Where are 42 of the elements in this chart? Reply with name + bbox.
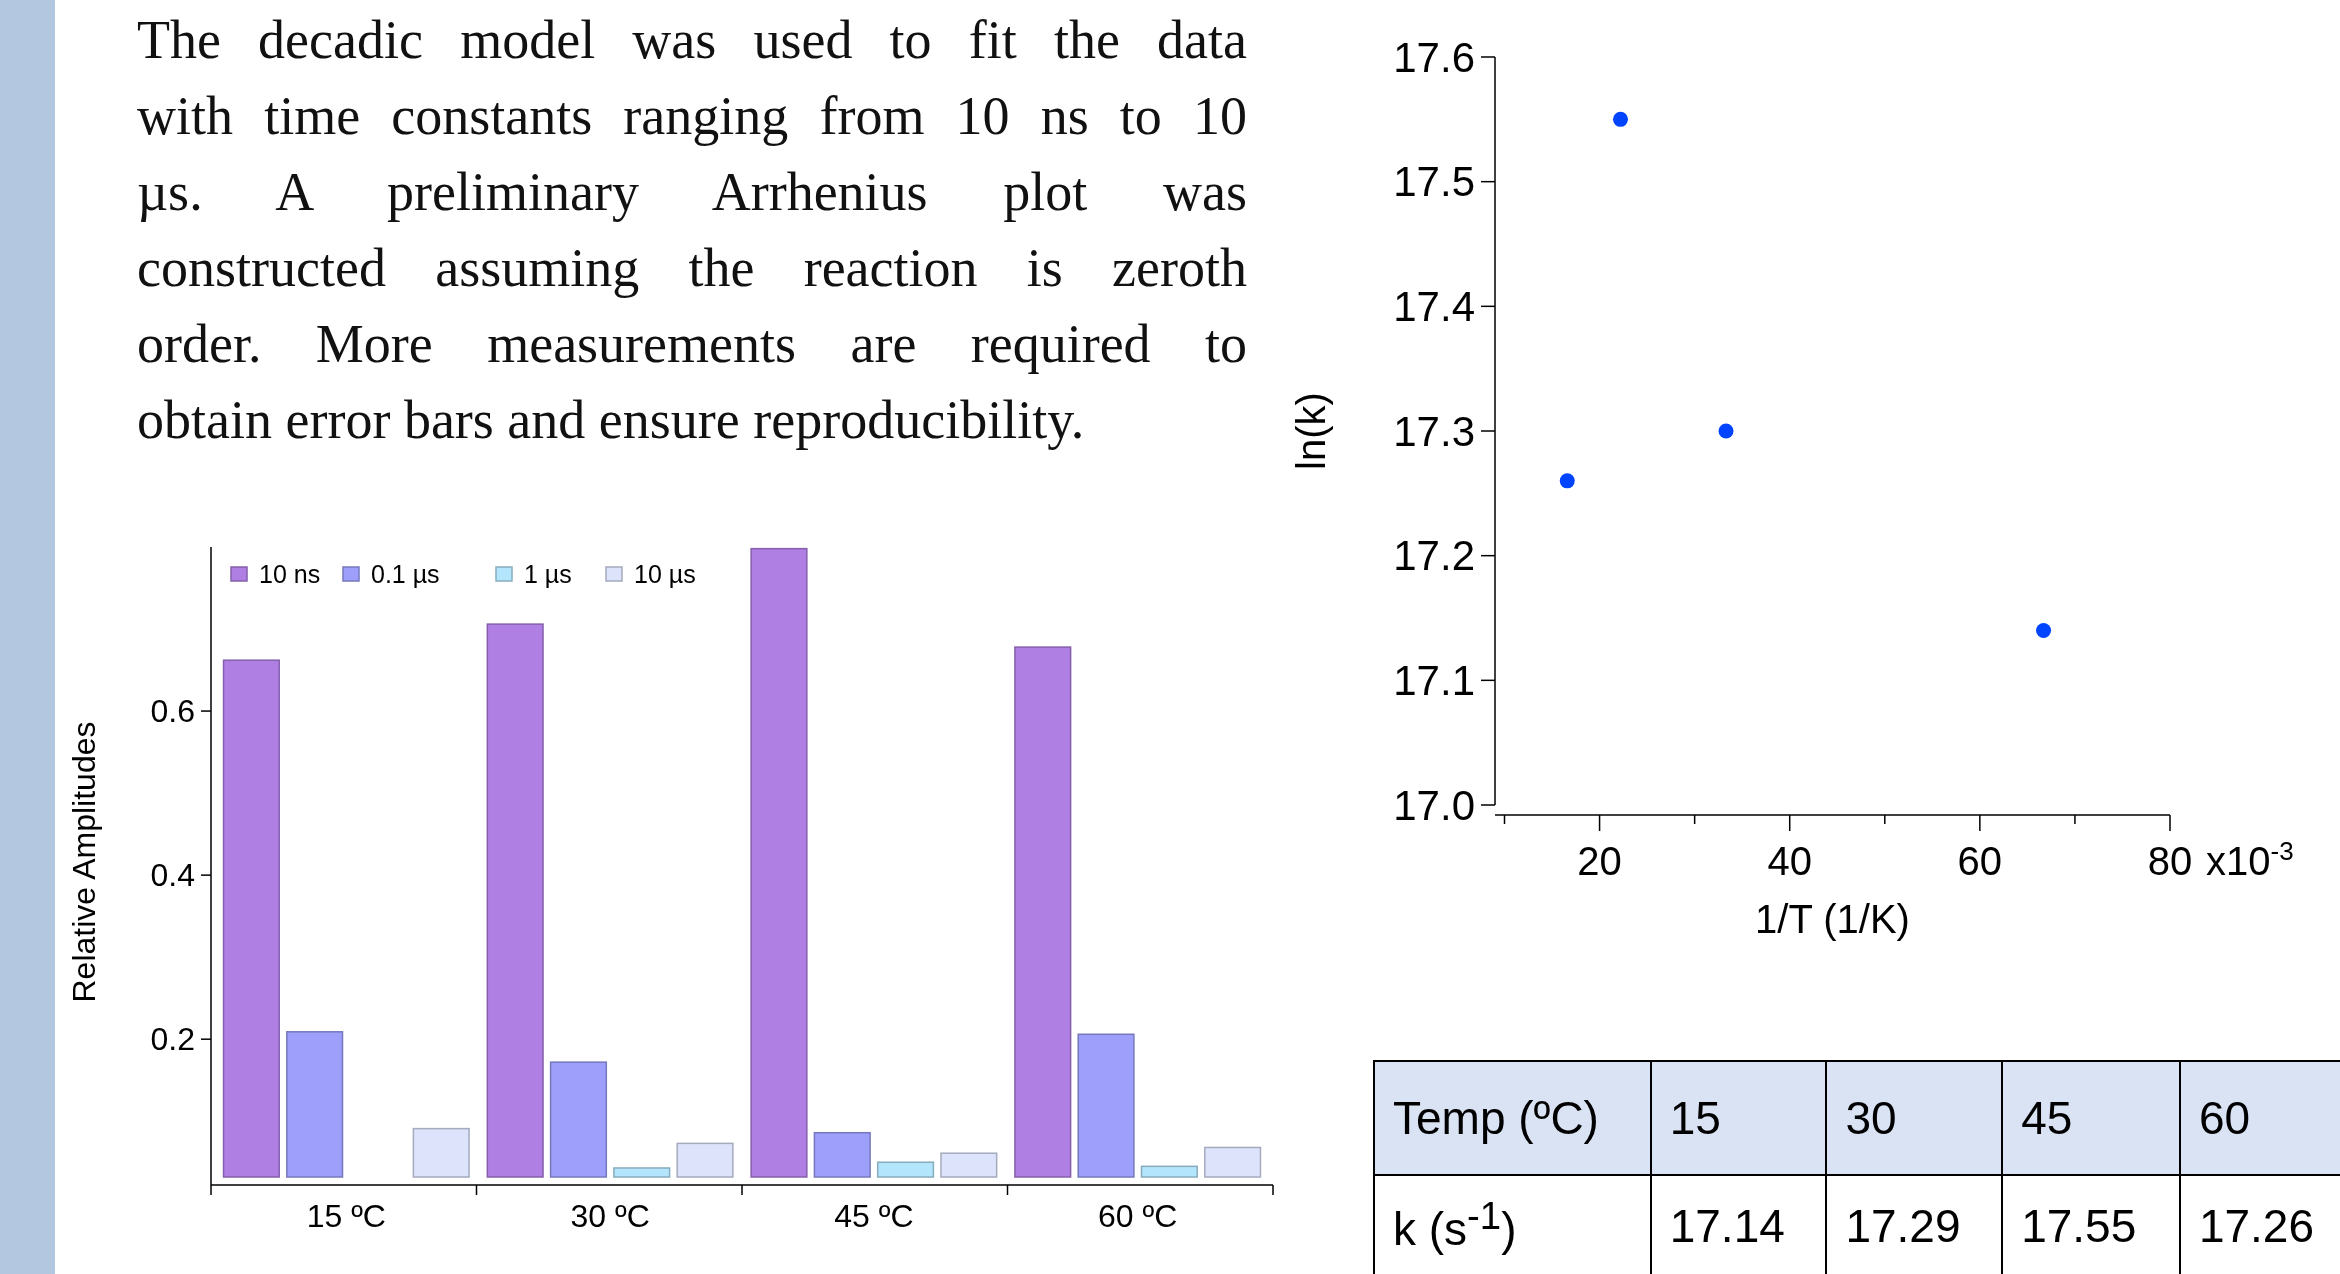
data-label: 17.55: [2002, 1175, 2180, 1274]
y-tick-label: 17.1: [1393, 657, 1475, 705]
y-tick-label: 17.6: [1393, 33, 1475, 81]
y-tick-label: 0.2: [150, 1021, 195, 1058]
text: obtain error bars and ensure reproducibility.: [137, 389, 1086, 452]
x-tick-label: 30: [1826, 1061, 2003, 1175]
text: µs. A preliminary Arrhenius plot was: [137, 161, 1247, 224]
text: order. More measurements are required to: [137, 313, 1247, 376]
x-tick-label: 60 ºC: [1098, 1198, 1178, 1234]
y-tick-label: 17.0: [1393, 781, 1475, 829]
legend-label: 0.1 µs: [371, 559, 440, 588]
text: with time constants ranging from 10 ns to 10: [137, 85, 1247, 148]
data-label: 17.26: [2179, 1175, 2340, 1274]
legend-label: 10 ns: [259, 559, 321, 588]
legend-label: 1 µs: [524, 559, 572, 588]
data-label: 17.29: [1826, 1175, 2003, 1274]
x-tick-label: 45: [2002, 1061, 2180, 1175]
x-tick-label: 40: [1767, 839, 1812, 883]
x-axis-title: 1/T (1/K): [1755, 897, 1910, 941]
legend-label: 10 µs: [634, 559, 696, 588]
y-tick-label: 0.4: [150, 857, 195, 894]
y-axis-title: Relative Amplitudes: [66, 721, 102, 1003]
x-tick-label: 60: [1957, 839, 2003, 883]
x-tick-label: 20: [1577, 839, 1622, 883]
text: x10$^{-3}$: [2206, 836, 2294, 883]
y-tick-label: 17.4: [1393, 283, 1475, 331]
x-tick-label: 30 ºC: [570, 1198, 650, 1234]
y-tick-label: 17.3: [1393, 407, 1475, 455]
x-tick-label: 15: [1650, 1061, 1827, 1175]
y-tick-label: 17.2: [1393, 532, 1475, 580]
y-tick-label: 0.6: [150, 693, 195, 730]
x-tick-label: 60: [2179, 1061, 2340, 1175]
x-tick-label: 15 ºC: [306, 1198, 386, 1234]
text: constructed assuming the reaction is zeroth: [137, 237, 1247, 300]
x-tick-label: 45 ºC: [834, 1198, 914, 1234]
y-tick-label: 17.5: [1393, 158, 1475, 206]
x-axis-title: Temp (ºC): [1374, 1061, 1651, 1175]
y-axis-title: ln(k): [1289, 392, 1333, 470]
data-label: 17.14: [1650, 1175, 1827, 1274]
y-tick-label: k (s$^{-1}$): [1374, 1175, 1651, 1274]
x-tick-label: 80: [2147, 839, 2193, 883]
text: The decadic model was used to fit the data: [137, 9, 1247, 72]
